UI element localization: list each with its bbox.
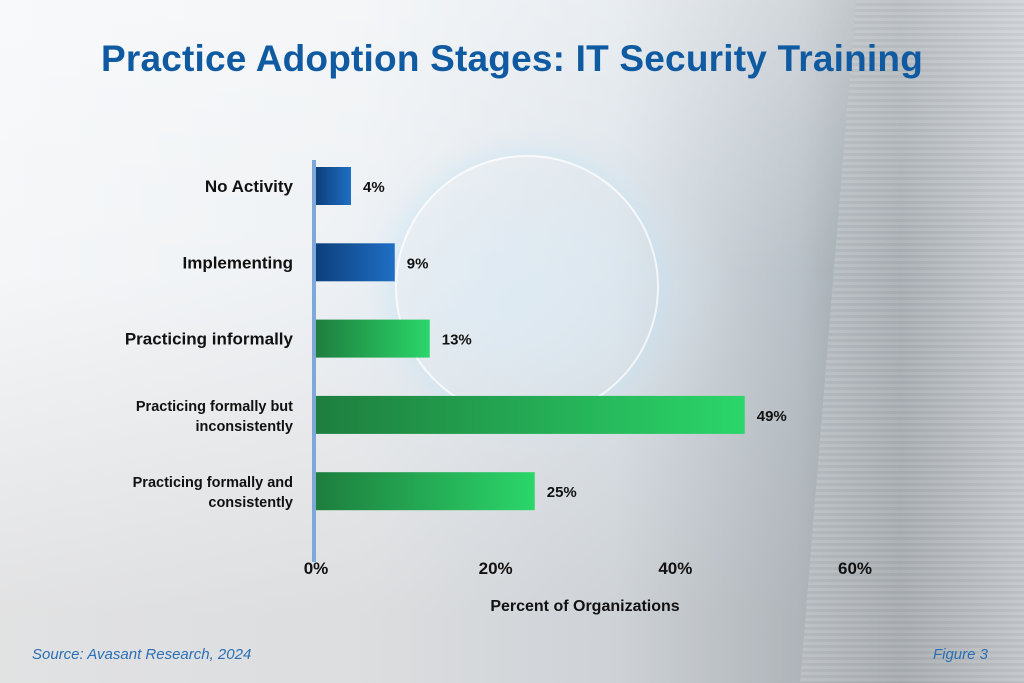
bar bbox=[316, 319, 430, 358]
bar bbox=[316, 472, 535, 511]
category-label: Implementing bbox=[182, 253, 293, 272]
category-label: Practicing formally but bbox=[136, 399, 293, 415]
figure-number: Figure 3 bbox=[932, 646, 988, 663]
x-axis-label: Percent of Organizations bbox=[490, 598, 680, 615]
bar bbox=[316, 243, 395, 282]
source-note: Source: Avasant Research, 2024 bbox=[32, 646, 252, 663]
bar bbox=[316, 395, 745, 434]
category-label: inconsistently bbox=[196, 419, 294, 435]
chart-title: Practice Adoption Stages: IT Security Tr… bbox=[101, 38, 923, 79]
value-label: 49% bbox=[757, 408, 787, 425]
category-label: Practicing formally and bbox=[133, 475, 293, 491]
x-tick-label: 40% bbox=[658, 559, 692, 578]
bar bbox=[316, 167, 351, 205]
category-label: No Activity bbox=[205, 177, 294, 196]
value-label: 25% bbox=[547, 484, 577, 501]
x-tick-label: 60% bbox=[838, 559, 872, 578]
value-label: 9% bbox=[407, 255, 429, 272]
value-label: 13% bbox=[442, 332, 472, 349]
value-label: 4% bbox=[363, 179, 385, 196]
category-label: consistently bbox=[208, 495, 293, 511]
x-tick-label: 0% bbox=[304, 559, 329, 578]
category-label: Practicing informally bbox=[125, 330, 294, 349]
x-tick-label: 20% bbox=[479, 559, 513, 578]
